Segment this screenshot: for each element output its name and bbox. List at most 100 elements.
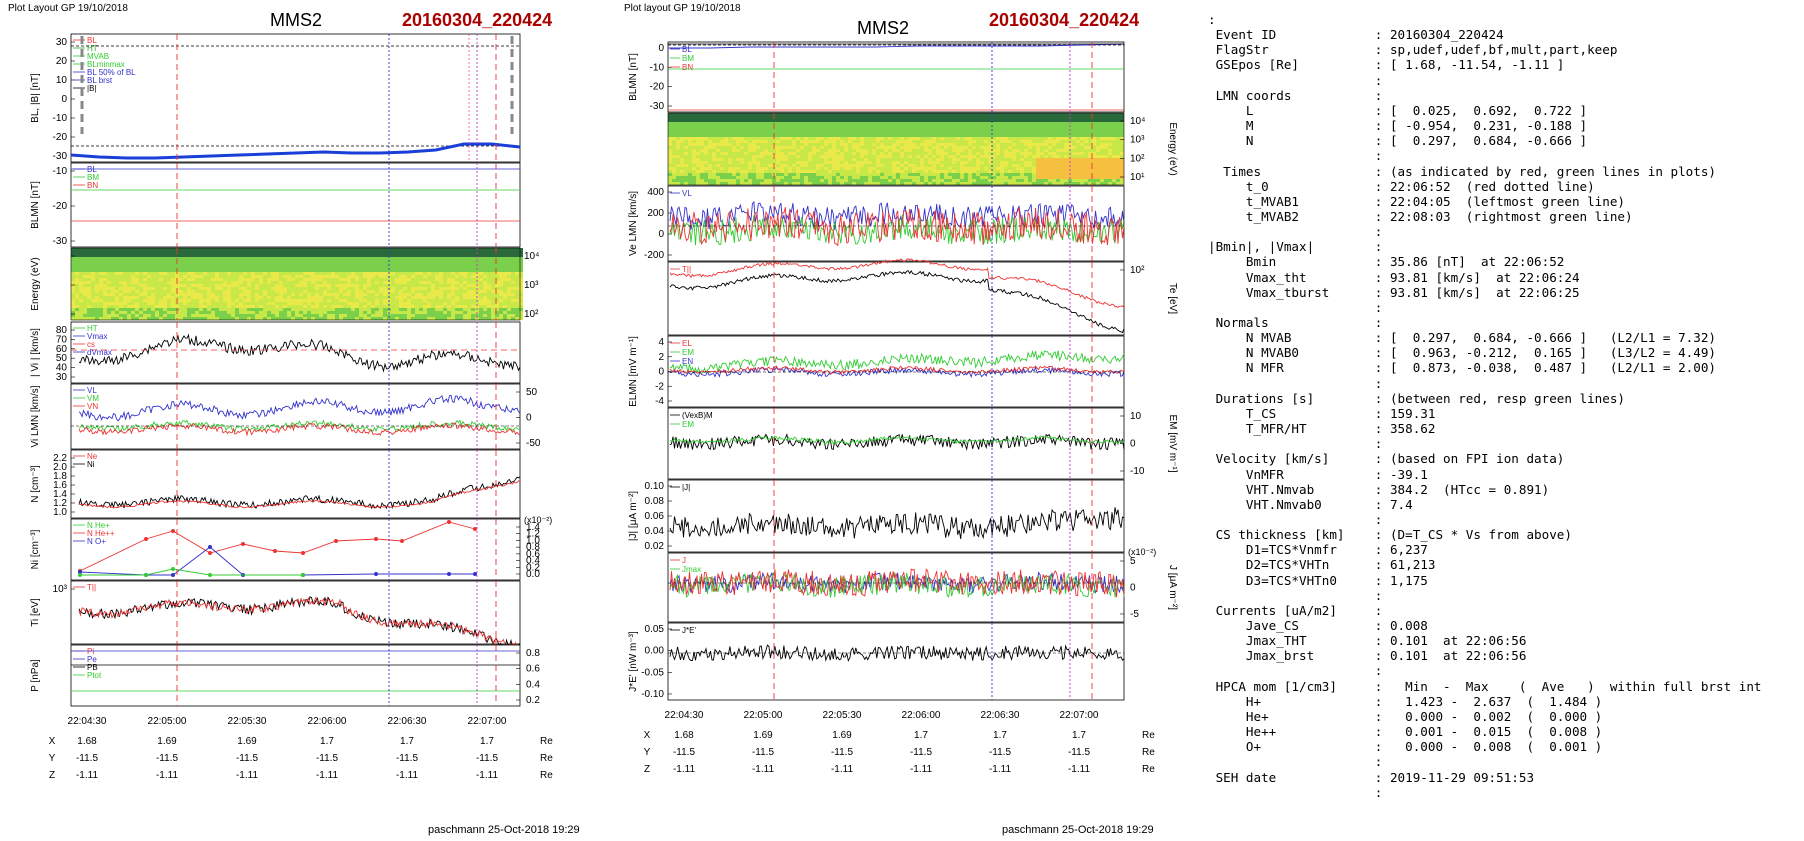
mid-spectrogram-cell	[888, 143, 892, 146]
left-spectrogram-cell	[107, 278, 111, 281]
left-spectrogram-cell	[215, 302, 219, 305]
mid-spectrogram-cell	[1076, 158, 1080, 161]
mid-spectrogram-cell	[868, 137, 872, 140]
left-spectrogram-cell	[211, 314, 215, 317]
left-spectrogram-cell	[183, 275, 187, 278]
left-spectrogram-cell	[231, 284, 235, 287]
mid-spectrogram-cell	[932, 158, 936, 161]
left-spectrogram-cell	[251, 302, 255, 305]
left-spectrogram-cell	[171, 317, 175, 320]
left-spectrogram-cell	[207, 293, 211, 296]
left-spectrogram-cell	[251, 248, 255, 251]
mid-spectrogram-cell	[832, 122, 836, 125]
mid-spectrogram-cell	[1064, 152, 1068, 155]
left-spectrogram-cell	[399, 290, 403, 293]
mid-spectrogram-cell	[900, 131, 904, 134]
mid-spectrogram-cell	[1104, 122, 1108, 125]
mid-spectrogram-cell	[1032, 152, 1036, 155]
mid-spectrogram-cell	[992, 155, 996, 158]
left-spectrogram-cell	[151, 266, 155, 269]
left-spectrogram-cell	[443, 269, 447, 272]
mid-spectrogram-cell	[860, 152, 864, 155]
left-spectrogram-cell	[295, 287, 299, 290]
left-event: 20160304_220424	[402, 10, 552, 30]
left-spectrogram-cell	[91, 275, 95, 278]
mid-spectrogram-cell	[884, 143, 888, 146]
left-spectrogram-cell	[163, 257, 167, 260]
left-spectrogram-cell	[319, 287, 323, 290]
mid-spectrogram-cell	[680, 152, 684, 155]
mid-spectrogram-cell	[808, 125, 812, 128]
left-spectrogram-cell	[383, 293, 387, 296]
mid-spectrogram-cell	[828, 137, 832, 140]
left-spectrogram-cell	[487, 296, 491, 299]
left-spectrogram-cell	[175, 254, 179, 257]
left-spectrogram-cell	[127, 263, 131, 266]
mid-spectrogram-cell	[956, 119, 960, 122]
left-spectrogram-cell	[251, 317, 255, 320]
legend-entry: Ne	[87, 452, 98, 461]
mid-spectrogram-cell	[744, 152, 748, 155]
left-spectrogram-cell	[135, 251, 139, 254]
left-spectrogram-cell	[99, 308, 103, 311]
left-spectrogram-cell	[79, 251, 83, 254]
mid-spectrogram-cell	[712, 119, 716, 122]
left-spectrogram-cell	[431, 260, 435, 263]
mid-spectrogram-cell	[1108, 140, 1112, 143]
left-spectrogram-cell	[179, 260, 183, 263]
left-spectrogram-cell	[307, 314, 311, 317]
mid-spectrogram-cell	[1060, 116, 1064, 119]
left-spectrogram-cell	[435, 269, 439, 272]
left-spectrogram-cell	[287, 263, 291, 266]
left-spectrogram-cell	[499, 281, 503, 284]
left-spectrogram-cell	[467, 263, 471, 266]
mid-spectrogram-cell	[1104, 140, 1108, 143]
left-spectrogram-cell	[395, 290, 399, 293]
left-spectrogram-cell	[427, 305, 431, 308]
left-spectrogram-cell	[83, 305, 87, 308]
left-spectrogram-cell	[395, 251, 399, 254]
left-spectrogram-cell	[139, 317, 143, 320]
left-spectrogram-cell	[331, 293, 335, 296]
left-spectrogram-cell	[351, 305, 355, 308]
mid-spectrogram-cell	[792, 140, 796, 143]
mid-spectrogram-cell	[940, 146, 944, 149]
mid-spectrogram-cell	[732, 122, 736, 125]
left-spectrogram-cell	[139, 278, 143, 281]
left-spectrogram-cell	[339, 287, 343, 290]
mid-spectrogram-cell	[756, 122, 760, 125]
left-spectrogram-cell	[163, 251, 167, 254]
mid-spectrogram-cell	[720, 122, 724, 125]
left-spectrogram-cell	[91, 284, 95, 287]
mid-spectrogram-cell	[1040, 119, 1044, 122]
left-spectrogram-cell	[239, 251, 243, 254]
mid-spectrogram-cell	[784, 158, 788, 161]
left-spectrogram-cell	[383, 260, 387, 263]
left-spectrogram-cell	[95, 317, 99, 320]
left-spectrogram-cell	[367, 248, 371, 251]
mid-spectrogram-cell	[1048, 125, 1052, 128]
mid-spectrogram-cell	[764, 146, 768, 149]
left-spectrogram-cell	[423, 317, 427, 320]
left-spectrogram-cell	[275, 299, 279, 302]
mid-spectrogram-cell	[776, 134, 780, 137]
left-spectrogram-cell	[443, 311, 447, 314]
left-spectrogram-cell	[75, 296, 79, 299]
mid-spectrogram-cell	[708, 128, 712, 131]
left-spectrogram-cell	[511, 296, 515, 299]
left-spectrogram-cell	[471, 290, 475, 293]
left-spectrogram-cell	[283, 281, 287, 284]
left-spectrogram-cell	[399, 257, 403, 260]
mid-spectrogram-cell	[736, 164, 740, 167]
mid-spectrogram-cell	[816, 122, 820, 125]
left-spectrogram-cell	[287, 302, 291, 305]
left-spectrogram-cell	[379, 269, 383, 272]
left-spectrogram-cell	[347, 251, 351, 254]
mid-spectrogram-cell	[940, 152, 944, 155]
left-spectrogram-cell	[219, 272, 223, 275]
mid-spectrogram-cell	[672, 164, 676, 167]
mid-spectrogram-cell	[864, 146, 868, 149]
mid-spectrogram-cell	[776, 146, 780, 149]
left-spectrogram-cell	[147, 293, 151, 296]
mid-spectrogram-cell	[1000, 116, 1004, 119]
